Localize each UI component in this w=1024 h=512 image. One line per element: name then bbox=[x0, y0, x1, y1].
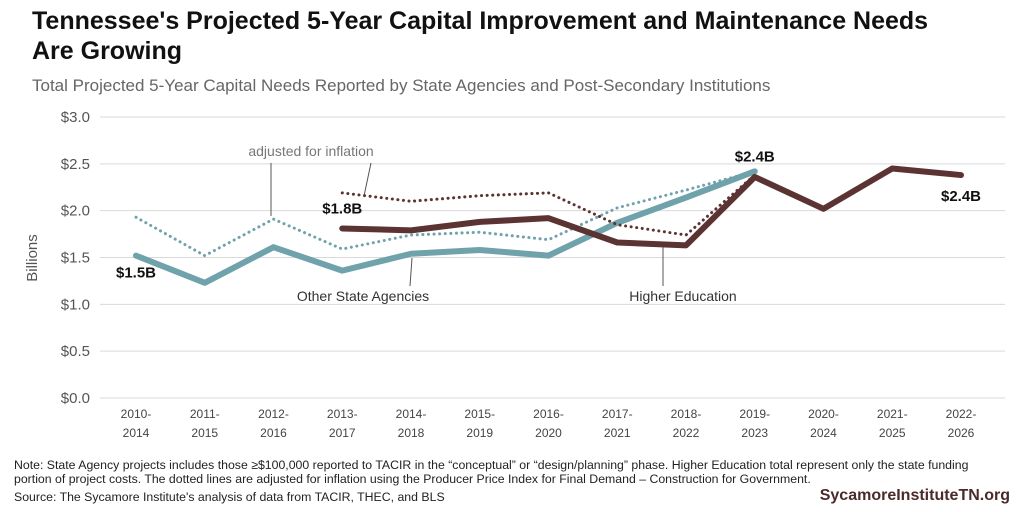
series-label: Other State Agencies bbox=[297, 288, 429, 304]
x-tick-label: 2012-2016 bbox=[258, 407, 289, 440]
x-tick-label: 2015-2019 bbox=[464, 407, 495, 440]
y-tick-label: $1.0 bbox=[61, 296, 90, 313]
annotation: adjusted for inflation bbox=[248, 143, 373, 159]
x-tick-label: 2020-2024 bbox=[808, 407, 839, 440]
data-label: $1.5B bbox=[116, 265, 156, 282]
y-tick-label: $2.5 bbox=[61, 156, 90, 173]
x-tick-label: 2014-2018 bbox=[396, 407, 427, 440]
source: Source: The Sycamore Institute's analysi… bbox=[14, 490, 445, 504]
x-tick-label: 2010-2014 bbox=[121, 407, 152, 440]
x-tick-label: 2021-2025 bbox=[877, 407, 908, 440]
y-tick-label: $2.0 bbox=[61, 203, 90, 220]
connector bbox=[363, 162, 372, 197]
dotted-line bbox=[340, 173, 757, 237]
grid bbox=[100, 116, 1005, 399]
data-label: $1.8B bbox=[322, 200, 362, 217]
connector bbox=[409, 257, 413, 287]
y-tick-label: $3.0 bbox=[61, 109, 90, 126]
line bbox=[133, 168, 758, 286]
x-tick-label: 2016-2020 bbox=[533, 407, 564, 440]
y-tick-label: $0.5 bbox=[61, 343, 90, 360]
y-axis-label: Billions bbox=[24, 234, 41, 282]
chart-title: Tennessee's Projected 5-Year Capital Imp… bbox=[32, 7, 929, 65]
x-tick-label: 2017-2021 bbox=[602, 407, 633, 440]
x-tick-label: 2019-2023 bbox=[739, 407, 770, 440]
series-label: Higher Education bbox=[629, 288, 736, 304]
line bbox=[339, 165, 964, 249]
y-tick-label: $1.5 bbox=[61, 250, 90, 267]
x-tick-label: 2022-2026 bbox=[946, 407, 977, 440]
x-tick-label: 2018-2022 bbox=[671, 407, 702, 440]
x-tick-label: 2011-2015 bbox=[190, 407, 220, 440]
x-tick-label: 2013-2017 bbox=[327, 407, 358, 440]
note: Note: State Agency projects includes tho… bbox=[14, 458, 969, 486]
website: SycamoreInstituteTN.org bbox=[819, 487, 1010, 504]
y-tick-label: $0.0 bbox=[61, 390, 90, 407]
data-label: $2.4B bbox=[735, 148, 775, 165]
chart-subtitle: Total Projected 5-Year Capital Needs Rep… bbox=[32, 76, 771, 95]
dotted-line bbox=[134, 169, 757, 258]
data-label: $2.4B bbox=[941, 188, 981, 205]
